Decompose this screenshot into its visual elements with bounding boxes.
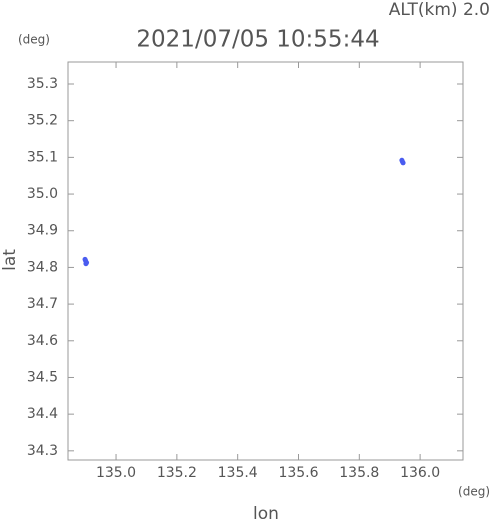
- y-tick-label: 35.2: [27, 113, 58, 129]
- altitude-annotation: ALT(km) 2.0: [389, 0, 490, 20]
- y-axis-label: lat: [0, 249, 20, 271]
- point: [399, 159, 405, 165]
- y-tick-label: 34.9: [27, 223, 58, 239]
- y-tick-label: 34.5: [27, 369, 58, 385]
- y-unit: (deg): [18, 33, 50, 47]
- x-axis-label: lon: [253, 504, 279, 521]
- point: [83, 261, 89, 267]
- x-tick-label: 135.4: [218, 465, 258, 481]
- y-tick-label: 34.4: [27, 406, 58, 422]
- y-tick-label: 34.7: [27, 296, 58, 312]
- y-tick-label: 34.3: [27, 443, 58, 459]
- point: [82, 256, 88, 262]
- y-tick-label: 34.8: [27, 259, 58, 275]
- y-tick-label: 35.1: [27, 149, 58, 165]
- chart-title: 2021/07/05 10:55:44: [136, 27, 379, 53]
- y-tick-label: 34.6: [27, 333, 58, 349]
- x-unit: (deg): [458, 485, 490, 499]
- x-tick-label: 135.0: [96, 465, 136, 481]
- x-tick-label: 135.2: [157, 465, 197, 481]
- x-tick-label: 135.6: [278, 465, 318, 481]
- x-tick-label: 135.8: [339, 465, 379, 481]
- x-tick-label: 136.0: [400, 465, 440, 481]
- y-tick-label: 35.3: [27, 76, 58, 92]
- plot-frame: [67, 61, 464, 461]
- y-tick-label: 35.0: [27, 186, 58, 202]
